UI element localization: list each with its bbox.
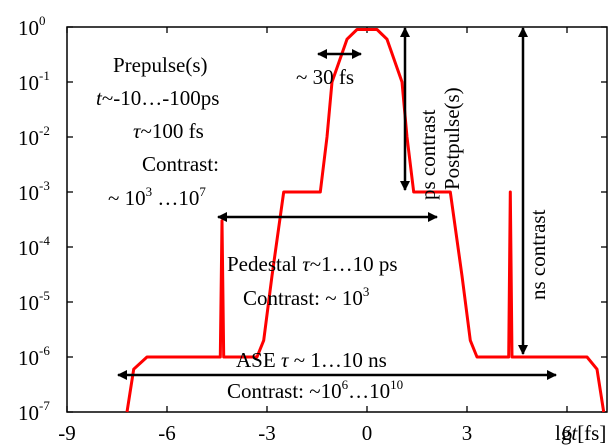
- x-axis-label-lg: lg: [555, 421, 572, 445]
- prepulse-range-exp1: 3: [146, 184, 153, 199]
- series-layer: [125, 28, 606, 413]
- x-tick-label: -9: [58, 421, 76, 445]
- pedestal-contrast-exp: 3: [363, 284, 370, 299]
- prepulse-time: t~-10…-100ps: [96, 86, 219, 110]
- y-tick-label: 10-4: [18, 233, 50, 260]
- pedestal-label-b: ~1…10 ps: [310, 252, 398, 276]
- ase-annotation: ASE τ ~ 1…10 ns Contrast: ~106…1010: [117, 348, 557, 403]
- x-tick-label: -6: [158, 421, 176, 445]
- prepulse-time-var: t: [96, 86, 103, 110]
- prepulse-range-exp2: 7: [199, 184, 206, 199]
- y-tick-label: 100: [18, 13, 46, 40]
- y-tick-label: 10-7: [18, 398, 50, 425]
- ase-contrast-exp1: 6: [342, 377, 349, 392]
- series-line: [125, 28, 606, 413]
- fwhm-label: ~ 30 fs: [296, 65, 354, 89]
- plot-frame: [66, 26, 608, 413]
- y-tick-label: 10-3: [18, 178, 50, 205]
- prepulse-title: Prepulse(s): [113, 53, 207, 77]
- ase-contrast-mid: …10: [348, 379, 390, 403]
- pedestal-label-a: Pedestal: [227, 252, 302, 276]
- postpulse-label: Postpulse(s): [440, 87, 464, 190]
- x-axis-label-t: t: [571, 421, 578, 445]
- ase-duration: ASE τ ~ 1…10 ns: [236, 348, 387, 372]
- x-tick-label: 0: [362, 421, 373, 445]
- ns-contrast-annotation: ns contrast: [518, 27, 550, 355]
- prepulse-tau: τ: [133, 119, 142, 143]
- axis-ticks: -9 -6 -3 0 3 6 100 10-1 10-2 10-3 10-4 10-5 10-6 10-7: [18, 13, 607, 445]
- x-axis-label: lgt[fs]: [555, 421, 606, 445]
- ase-contrast-exp2: 10: [390, 377, 403, 392]
- x-tick-label: 6: [562, 421, 573, 445]
- fwhm-annotation: ~ 30 fs: [296, 49, 362, 89]
- ps-contrast-annotation: ps contrast: [400, 27, 440, 200]
- ase-label-b: ~ 1…10 ns: [288, 348, 386, 372]
- prepulse-time-val: ~-10…-100ps: [102, 86, 220, 110]
- y-tick-label: 10-6: [18, 343, 50, 370]
- ase-tau: τ: [281, 348, 290, 372]
- ase-label-a: ASE: [236, 348, 281, 372]
- prepulse-contrast-label: Contrast:: [142, 152, 219, 176]
- y-tick-label: 10-2: [18, 123, 50, 150]
- ps-contrast-label: ps contrast: [416, 109, 440, 200]
- ns-contrast-label: ns contrast: [526, 209, 550, 300]
- x-axis-label-unit: [fs]: [577, 421, 606, 445]
- pedestal-annotation: Pedestal τ~1…10 ps Contrast: ~ 103: [217, 212, 438, 310]
- prepulse-tau-val: ~100 fs: [141, 119, 204, 143]
- prepulse-range-mid: …10: [152, 186, 199, 210]
- prepulse-contrast-range: ~ 103 …107: [108, 184, 206, 210]
- pedestal-duration: Pedestal τ~1…10 ps: [227, 252, 398, 276]
- pedestal-contrast-text: Contrast: ~ 10: [243, 286, 363, 310]
- ase-contrast: Contrast: ~106…1010: [227, 377, 403, 403]
- y-tick-label: 10-1: [18, 68, 50, 95]
- pedestal-tau: τ: [302, 252, 311, 276]
- y-tick-label: 10-5: [18, 288, 50, 315]
- prepulse-annotation: Prepulse(s) t~-10…-100ps τ~100 fs Contra…: [96, 53, 219, 210]
- ase-contrast-text: Contrast: ~10: [227, 379, 342, 403]
- x-tick-label: -3: [258, 421, 276, 445]
- x-tick-label: 3: [462, 421, 473, 445]
- pedestal-contrast: Contrast: ~ 103: [243, 284, 369, 310]
- prepulse-duration: τ~100 fs: [133, 119, 204, 143]
- prepulse-range-pre: ~ 10: [108, 186, 146, 210]
